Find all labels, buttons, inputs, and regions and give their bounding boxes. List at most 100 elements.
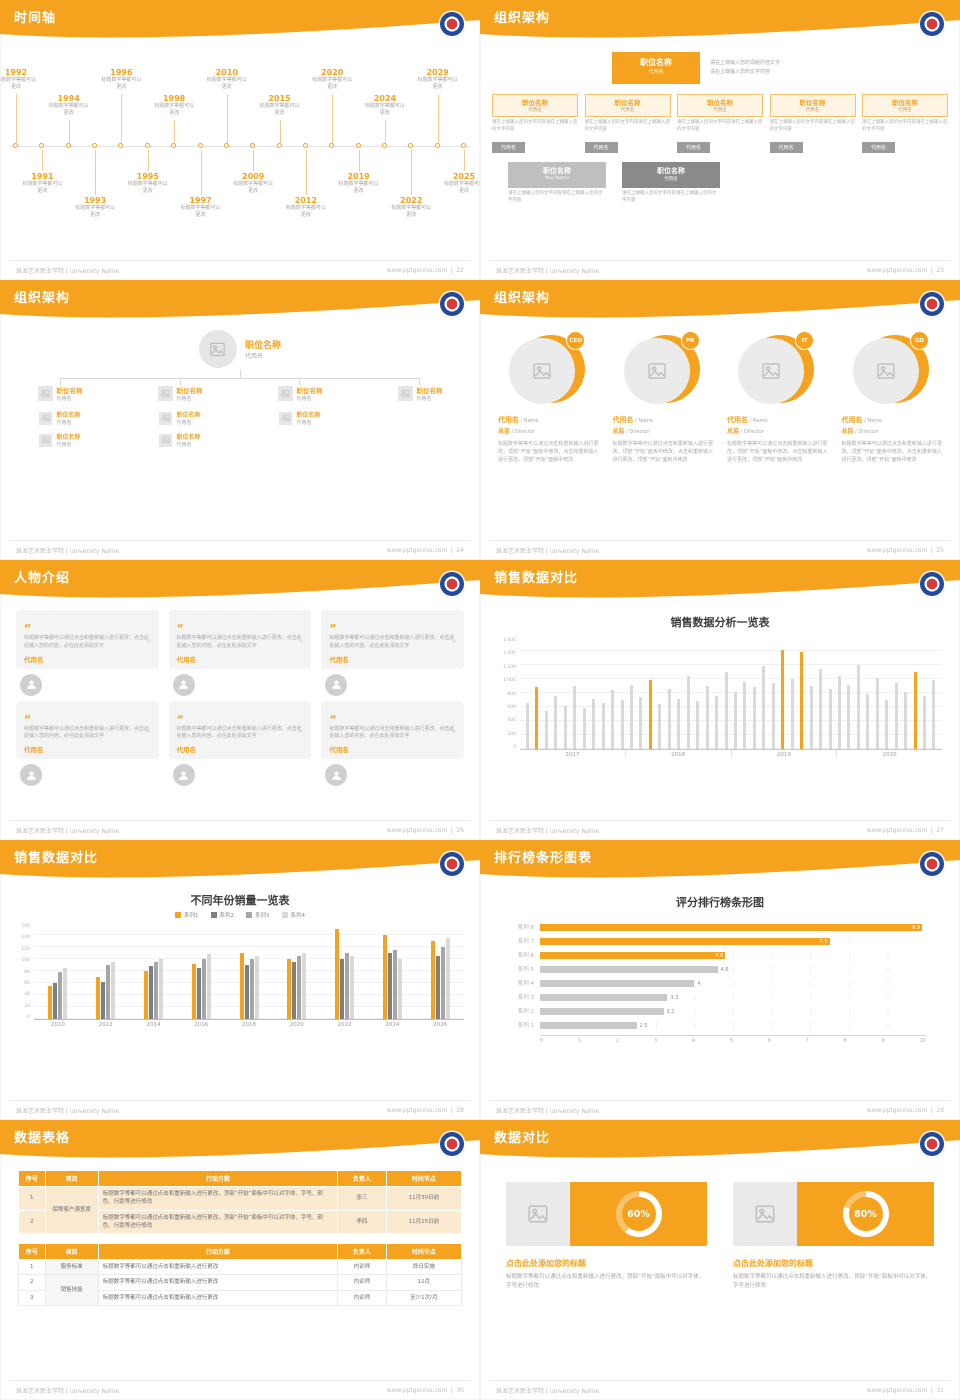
timeline-connector [437, 94, 439, 143]
x-tick-label: 2012 [98, 1022, 113, 1028]
timeline-caption: 标题数字等都可以更改 [101, 77, 142, 90]
footer-url[interactable]: www.pptgenius.com [386, 1387, 448, 1394]
image-placeholder [852, 338, 919, 404]
page-number: 23 [936, 267, 944, 274]
cell-no: 1 [18, 1258, 46, 1276]
position-subtitle: 代用名 [56, 442, 72, 448]
bar [629, 684, 633, 749]
timeline-event: 2025 标题数字等都可以更改 [437, 172, 480, 194]
bar [111, 962, 116, 1019]
bar [790, 679, 794, 749]
slide-31-data-compare[interactable]: 数据对比 60% 点击此处添加您的标题 标题数字等都可以通过点击和重新输入进行更… [480, 1120, 960, 1400]
page-number: 29 [936, 1107, 944, 1114]
cell-plan: 标题数字等都可以通过点击和重新输入进行更改 [97, 1258, 338, 1276]
bar [809, 686, 813, 749]
slide-28-sales-grouped-chart[interactable]: 销售数据对比 不同年份销量一览表 系列1 系列2 系列3 系列4 160 140 120 1… [0, 840, 480, 1120]
position-title: 职位名称 [522, 99, 548, 107]
footer-separator [451, 1107, 453, 1114]
footer-url[interactable]: www.pptgenius.com [386, 827, 448, 834]
header-ribbon [0, 0, 480, 38]
bar-track: 3.2 [540, 1007, 926, 1015]
bar [239, 953, 244, 1019]
slide-24-org-tree[interactable]: 组织架构 职位名称 代用名 职位名称 代用名 职位名称 代用名 职位名称 代用名 职位名称 代用… [0, 280, 480, 560]
page-number: 30 [456, 1387, 464, 1394]
footer-url[interactable]: www.pptgenius.com [866, 827, 928, 834]
quote-text: 标题数字等都可以通过点击和重新输入进行更改，点击此处输入您的内容，必在此处添加文… [176, 635, 304, 650]
x-tick-label: 0 [540, 1038, 544, 1044]
timeline-event: 2012 标题数字等都可以更改 [279, 196, 333, 218]
slide-title: 组织架构 [494, 11, 551, 26]
timeline-year: 2010 [215, 68, 238, 77]
bar [743, 681, 747, 749]
slide-29-ranking-chart[interactable]: 排行榜条形图表 评分排行榜条形图 系列 8 9.9 系列 7 7.5 系列 6 … [480, 840, 960, 1120]
member-role: 总监 / Director [841, 428, 879, 435]
position-title: 职位名称 [543, 166, 571, 175]
person-name: 代用名 [176, 655, 197, 664]
bar [724, 672, 728, 749]
slide-26-people[interactable]: 人物介绍 “标题数字等都可以通过点击和重新输入进行更改，点击此处输入您的内容，必… [0, 560, 480, 840]
timeline-year: 1994 [57, 94, 80, 103]
x-axis: 2017 2018 2019 2020 [520, 750, 942, 758]
footer-url[interactable]: www.pptgenius.com [386, 267, 448, 274]
member-name: 代用名 / Name [612, 416, 654, 424]
bar [932, 680, 936, 749]
slide-25-org-circles[interactable]: 组织架构 CEO 代用名 / Name 总监 / Director 标题数字等等… [480, 280, 960, 560]
slide-footer: 珠海艺术职业学院 | university Name www.pptgenius… [490, 820, 950, 840]
footer-url[interactable]: www.pptgenius.com [866, 1387, 928, 1394]
slide-27-sales-chart[interactable]: 销售数据对比 销售数据分析一览表 1,600 1,400 1,200 1,000 800… [480, 560, 960, 840]
team-member: GD 代用名 / Name 总监 / Director 标题数字等等可以通过点击… [841, 331, 942, 464]
bar [201, 959, 206, 1019]
bar-track: 4 [540, 979, 926, 987]
image-placeholder [733, 1182, 797, 1246]
org-root-note: 请在上端输入您的词组内容文字 请在上端输入您的文字内容 [710, 60, 781, 75]
image-placeholder-icon [281, 390, 289, 397]
bar [913, 672, 917, 749]
timeline-dot [118, 143, 124, 148]
slide-22-timeline[interactable]: 时间轴 1992标题数字等都可以更改1994标题数字等都可以更改1996标题数字… [0, 0, 480, 280]
y-tick-label: 1,000 [503, 678, 516, 684]
header-row: 序号 项目 行动方案 负责人 时间节点 [18, 1243, 463, 1260]
footer-url[interactable]: www.pptgenius.com [386, 1107, 448, 1114]
bar-row: 系列 4 4 [508, 976, 926, 990]
school-emblem-icon [440, 852, 464, 876]
footer-url[interactable]: www.pptgenius.com [866, 1107, 928, 1114]
org-node: 职位名称 代用名 [37, 385, 83, 402]
timeline-dot [461, 143, 466, 148]
org-bottom-note: 请在上端输入您的文字内容请在上端输入您的文字内容 [622, 190, 717, 203]
header-ribbon [480, 0, 960, 38]
org-bottom-branch: 职位名称 代用名 请在上端输入您的文字内容请在上端输入您的文字内容 [622, 161, 720, 205]
bar [63, 968, 68, 1019]
bar-group [321, 929, 369, 1019]
cell-plan: 标题数字等都可以通过点击和重新输入进行更改 [97, 1274, 338, 1291]
bar [106, 965, 111, 1019]
column-header: 行动方案 [97, 1170, 338, 1187]
slide-23-org-boxes[interactable]: 组织架构 职位名称 代用名 请在上端输入您的词组内容文字 请在上端输入您的文字内容 … [480, 0, 960, 280]
footer-url[interactable]: www.pptgenius.com [866, 547, 928, 554]
image-placeholder-icon [41, 390, 49, 397]
timeline-dot [65, 143, 71, 148]
cell-no: 1 [18, 1186, 46, 1211]
image-placeholder [198, 330, 237, 368]
value-label: 4.6 [720, 966, 729, 973]
timeline-year: 2029 [426, 68, 449, 77]
footer-url[interactable]: www.pptgenius.com [386, 547, 448, 554]
header-row: 序号 项目 行动方案 负责人 时间节点 [18, 1170, 463, 1187]
category-label: 系列 7 [517, 939, 534, 945]
footer-url[interactable]: www.pptgenius.com [866, 267, 928, 274]
x-tick-label: 6 [767, 1038, 771, 1044]
slide-footer: 珠海艺术职业学院 | university Name www.pptgenius… [490, 540, 950, 560]
person-card: “标题数字等都可以通过点击和重新输入进行更改，点击此处输入您的内容，必在此处添加… [16, 610, 159, 699]
x-tick-label: 2020 [289, 1022, 304, 1028]
bar [894, 682, 898, 749]
slide-title: 组织架构 [14, 291, 71, 306]
org-node: 职位名称 代用名 [277, 385, 323, 402]
timeline-connector [332, 94, 334, 143]
footer-site: www.pptgenius.com 23 [867, 267, 944, 274]
bar [696, 701, 700, 749]
image-placeholder-icon [282, 414, 290, 422]
image-placeholder [37, 386, 53, 401]
category-label: 系列 5 [517, 967, 534, 973]
slide-30-data-tables[interactable]: 数据表格 序号 项目 行动方案 负责人 时间节点 1 保障客户满意度 标题数字等都可以通过点击… [0, 1120, 480, 1400]
image-placeholder [39, 411, 53, 425]
person-name: 代用名 [24, 746, 44, 754]
